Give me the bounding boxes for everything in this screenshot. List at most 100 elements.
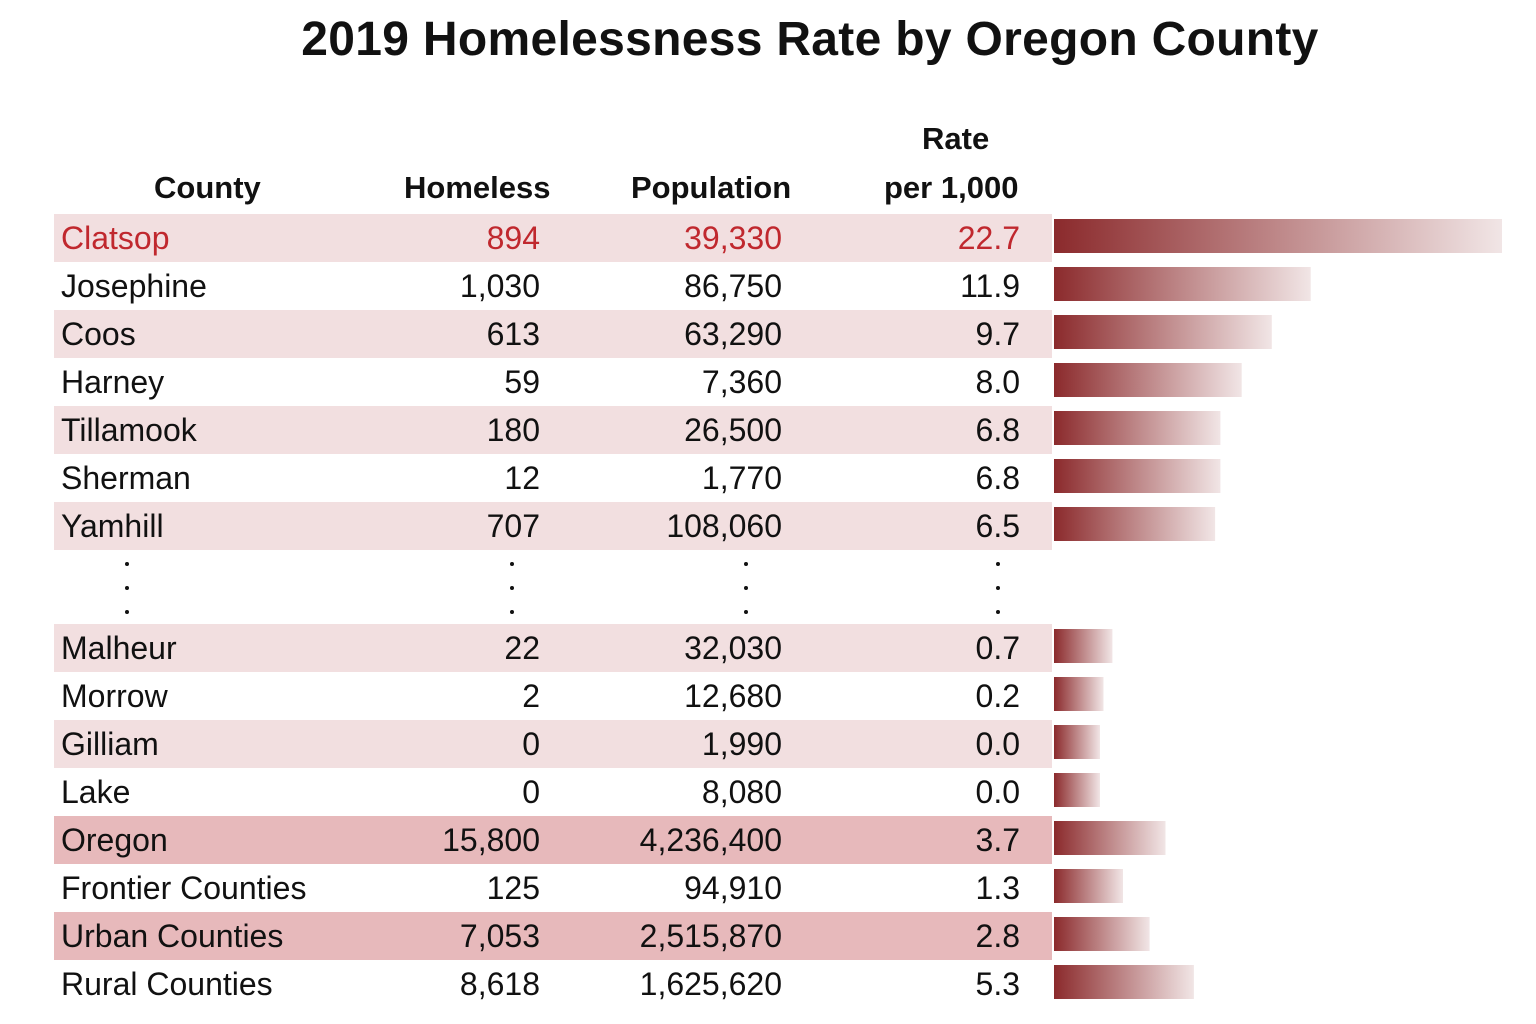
rate-cell: 6.8 [975, 460, 1020, 496]
table-row: Frontier Counties 125 94,910 1.3 [54, 864, 1052, 912]
table-row: Oregon 15,800 4,236,400 3.7 [54, 816, 1052, 864]
rate-cell: 0.0 [975, 726, 1020, 762]
population-cell: 7,360 [701, 364, 782, 400]
ellipsis-dot [125, 562, 129, 566]
rate-cell: 11.9 [960, 268, 1020, 304]
table-row: Morrow 2 12,680 0.2 [54, 672, 1052, 720]
county-cell: Rural Counties [61, 966, 273, 1002]
header-rate-line1: Rate [922, 121, 990, 156]
homeless-cell: 0 [522, 726, 540, 762]
homeless-cell: 2 [522, 678, 540, 714]
homeless-cell: 894 [486, 220, 540, 256]
table-row: Rural Counties 8,618 1,625,620 5.3 [54, 960, 1052, 1008]
county-cell: Tillamook [61, 412, 197, 448]
table-row: Yamhill 707 108,060 6.5 [54, 502, 1052, 550]
bar-urban-counties [1054, 917, 1150, 951]
ellipsis-dot [744, 586, 748, 590]
bar-josephine [1054, 267, 1311, 301]
header-county: County [154, 170, 261, 205]
rate-cell: 3.7 [975, 822, 1020, 858]
county-cell: Coos [61, 316, 136, 352]
county-cell: Clatsop [61, 220, 170, 256]
ellipsis-dot [125, 610, 129, 614]
population-cell: 86,750 [684, 268, 782, 304]
population-cell: 4,236,400 [639, 822, 782, 858]
population-cell: 108,060 [666, 508, 782, 544]
homeless-cell: 0 [522, 774, 540, 810]
bar-coos [1054, 315, 1272, 349]
county-cell: Morrow [61, 678, 168, 714]
header-rate-line2: per 1,000 [884, 170, 1019, 205]
population-cell: 39,330 [684, 220, 782, 256]
ellipsis-dot [744, 562, 748, 566]
population-cell: 2,515,870 [639, 918, 782, 954]
rate-cell: 9.7 [975, 316, 1020, 352]
bar-frontier-counties [1054, 869, 1123, 903]
rate-cell: 0.0 [975, 774, 1020, 810]
bar-lake [1054, 773, 1100, 807]
rate-cell: 6.8 [975, 412, 1020, 448]
population-cell: 26,500 [684, 412, 782, 448]
rate-cell: 8.0 [975, 364, 1020, 400]
county-cell: Oregon [61, 822, 168, 858]
homeless-cell: 8,618 [459, 966, 540, 1002]
table-row: Gilliam 0 1,990 0.0 [54, 720, 1052, 768]
rate-cell: 6.5 [975, 508, 1020, 544]
population-cell: 94,910 [684, 870, 782, 906]
population-cell: 8,080 [701, 774, 782, 810]
rate-cell: 2.8 [975, 918, 1020, 954]
table-row: Josephine 1,030 86,750 11.9 [54, 262, 1052, 310]
table-row: Urban Counties 7,053 2,515,870 2.8 [54, 912, 1052, 960]
homeless-cell: 707 [486, 508, 540, 544]
population-cell: 32,030 [684, 630, 782, 666]
homeless-cell: 125 [486, 870, 540, 906]
table-row: Malheur 22 32,030 0.7 [54, 624, 1052, 672]
header-homeless: Homeless [404, 170, 551, 205]
bar-malheur [1054, 629, 1113, 663]
ellipsis-dot [996, 562, 1000, 566]
bar-oregon [1054, 821, 1166, 855]
bar-morrow [1054, 677, 1104, 711]
rate-cell: 22.7 [957, 220, 1020, 256]
homeless-cell: 59 [504, 364, 540, 400]
ellipsis-dot [744, 610, 748, 614]
ellipsis-dot [510, 562, 514, 566]
county-cell: Harney [61, 364, 165, 400]
bar-yamhill [1054, 507, 1216, 541]
ellipsis-dot [996, 586, 1000, 590]
homeless-cell: 15,800 [442, 822, 540, 858]
county-cell: Malheur [61, 630, 177, 666]
population-cell: 12,680 [684, 678, 782, 714]
table-row: Sherman 12 1,770 6.8 [54, 454, 1052, 502]
county-cell: Frontier Counties [61, 870, 307, 906]
table-row: Coos 613 63,290 9.7 [54, 310, 1052, 358]
bar-gilliam [1054, 725, 1100, 759]
ellipsis-dot [996, 610, 1000, 614]
population-cell: 1,990 [701, 726, 782, 762]
bar-clatsop [1054, 219, 1502, 253]
county-cell: Lake [61, 774, 131, 810]
table-row: Clatsop 894 39,330 22.7 [54, 214, 1052, 262]
rate-cell: 5.3 [975, 966, 1020, 1002]
rate-cell: 0.7 [975, 630, 1020, 666]
ellipsis-dot [510, 586, 514, 590]
rate-cell: 1.3 [975, 870, 1020, 906]
table-row: Tillamook 180 26,500 6.8 [54, 406, 1052, 454]
homeless-cell: 180 [486, 412, 540, 448]
homeless-cell: 12 [504, 460, 540, 496]
ellipsis-dot [125, 586, 129, 590]
homeless-cell: 7,053 [459, 918, 540, 954]
header-population: Population [631, 170, 792, 205]
bar-tillamook [1054, 411, 1221, 445]
bar-rural-counties [1054, 965, 1194, 999]
homeless-cell: 613 [486, 316, 540, 352]
rate-cell: 0.2 [975, 678, 1020, 714]
homeless-cell: 1,030 [459, 268, 540, 304]
county-cell: Urban Counties [61, 918, 284, 954]
population-cell: 1,770 [701, 460, 782, 496]
table-row: Harney 59 7,360 8.0 [54, 358, 1052, 406]
table-row: Lake 0 8,080 0.0 [54, 768, 1052, 816]
county-cell: Yamhill [61, 508, 164, 544]
bar-harney [1054, 363, 1242, 397]
chart-title: 2019 Homelessness Rate by Oregon County [301, 13, 1319, 66]
